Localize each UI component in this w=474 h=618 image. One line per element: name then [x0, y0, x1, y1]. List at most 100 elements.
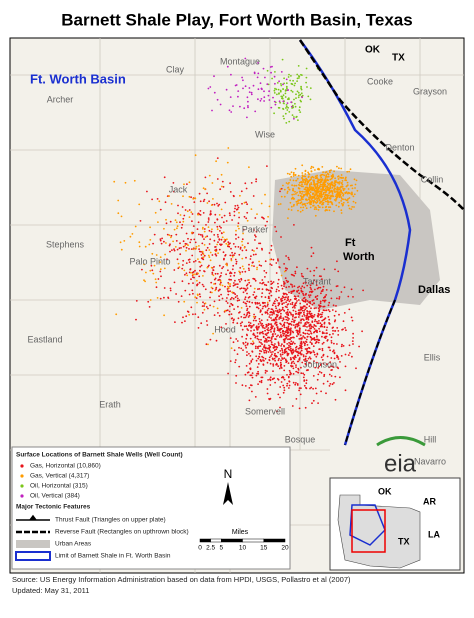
well-dot	[333, 199, 336, 201]
well-dot	[286, 384, 288, 387]
well-dot	[201, 235, 204, 238]
well-dot	[306, 350, 308, 352]
well-dot	[352, 195, 355, 198]
well-dot	[260, 87, 263, 90]
well-dot	[312, 205, 314, 207]
well-dot	[328, 206, 330, 209]
well-dot	[245, 249, 248, 252]
well-dot	[261, 322, 264, 325]
well-dot	[243, 215, 246, 218]
well-dot	[240, 277, 243, 280]
well-dot	[277, 334, 279, 337]
well-dot	[247, 371, 250, 374]
well-dot	[177, 300, 180, 303]
well-dot	[169, 220, 172, 223]
well-dot	[240, 316, 243, 318]
well-dot	[251, 264, 253, 267]
well-dot	[344, 198, 346, 201]
well-dot	[273, 330, 275, 333]
well-dot	[254, 279, 257, 282]
well-dot	[332, 366, 335, 368]
well-dot	[317, 313, 320, 316]
well-dot	[251, 376, 254, 379]
well-dot	[146, 190, 148, 193]
well-dot	[257, 98, 259, 101]
well-dot	[281, 325, 284, 327]
well-dot	[233, 274, 236, 277]
well-dot	[316, 199, 318, 202]
well-dot	[216, 233, 219, 236]
well-dot	[253, 265, 255, 267]
well-dot	[274, 103, 277, 106]
well-dot	[242, 301, 245, 304]
well-dot	[216, 98, 219, 101]
well-dot	[312, 387, 314, 390]
well-dot	[261, 279, 264, 281]
well-dot	[211, 228, 213, 231]
well-dot	[304, 357, 307, 360]
well-dot	[278, 100, 281, 103]
well-dot	[220, 238, 223, 241]
well-dot	[258, 380, 261, 383]
well-dot	[261, 343, 263, 346]
well-dot	[235, 374, 238, 377]
well-dot	[207, 307, 209, 310]
well-dot	[294, 319, 296, 322]
well-dot	[266, 301, 269, 304]
well-dot	[287, 314, 290, 317]
well-dot	[261, 307, 264, 310]
well-dot	[332, 173, 334, 176]
well-dot	[329, 198, 331, 200]
well-dot	[247, 106, 249, 109]
well-dot	[316, 174, 318, 177]
well-dot	[320, 176, 323, 179]
well-dot	[305, 292, 307, 295]
well-dot	[333, 210, 335, 213]
well-dot	[293, 285, 296, 288]
well-dot	[300, 206, 302, 209]
well-dot	[260, 381, 263, 384]
legend-subtitle: Major Tectonic Features	[16, 504, 91, 511]
well-dot	[297, 367, 300, 370]
well-dot	[282, 184, 284, 187]
well-dot	[269, 379, 272, 382]
well-dot	[195, 247, 198, 250]
well-dot	[320, 313, 323, 316]
well-dot	[279, 361, 282, 364]
well-dot	[277, 351, 279, 354]
well-dot	[298, 190, 301, 193]
well-dot	[226, 302, 229, 304]
well-dot	[163, 267, 166, 270]
well-dot	[257, 62, 259, 64]
well-dot	[273, 346, 276, 349]
well-dot	[168, 244, 171, 247]
well-dot	[182, 217, 185, 220]
well-dot	[311, 343, 313, 345]
well-dot	[190, 248, 193, 251]
well-dot	[268, 299, 271, 302]
well-dot	[208, 200, 211, 203]
well-dot	[312, 179, 315, 182]
well-dot	[225, 88, 228, 91]
well-dot	[300, 307, 303, 309]
well-dot	[331, 192, 334, 195]
well-dot	[293, 98, 295, 101]
well-dot	[239, 267, 242, 269]
well-dot	[161, 237, 164, 240]
well-dot	[221, 180, 224, 183]
well-dot	[252, 319, 255, 322]
well-dot	[277, 302, 280, 304]
well-dot	[250, 255, 252, 258]
city-label: Worth	[343, 251, 375, 263]
well-dot	[176, 258, 179, 261]
well-dot	[191, 271, 194, 274]
well-dot	[303, 309, 306, 312]
well-dot	[250, 208, 253, 211]
well-dot	[218, 276, 221, 278]
well-dot	[302, 300, 305, 303]
well-dot	[188, 248, 190, 250]
well-dot	[269, 263, 272, 265]
well-dot	[198, 250, 201, 253]
well-dot	[192, 198, 195, 200]
well-dot	[255, 178, 258, 181]
